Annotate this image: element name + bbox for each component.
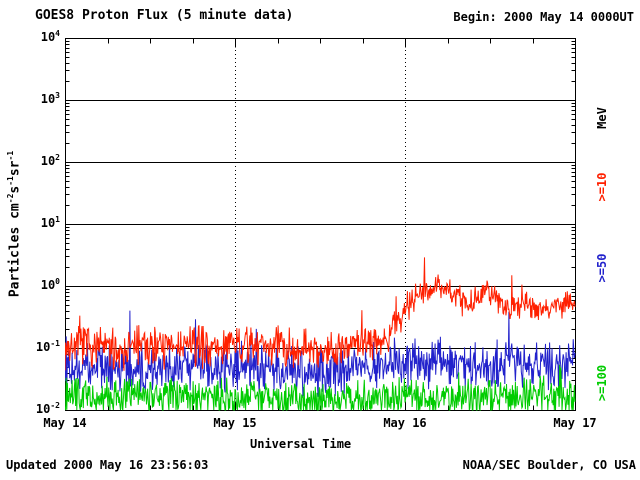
- begin-timestamp-label: Begin: 2000 May 14 0000UT: [453, 10, 634, 24]
- legend-item-ge10: >=10: [595, 172, 609, 202]
- y-axis-sup-3: -1: [6, 150, 15, 161]
- legend-item-ge100: >=100: [595, 364, 609, 402]
- y-tick-label: 100: [40, 277, 60, 292]
- legend-item-ge50: >=50: [595, 253, 609, 283]
- y-tick-label: 10-2: [35, 401, 60, 416]
- plot-area: [65, 38, 576, 411]
- right-axis-unit-label: MeV: [595, 107, 609, 129]
- credit-label: NOAA/SEC Boulder, CO USA: [462, 458, 636, 472]
- y-tick-label: 10-1: [35, 339, 60, 354]
- y-tick-label: 102: [40, 153, 60, 168]
- y-tick-label: 104: [40, 29, 60, 44]
- x-tick-label: May 17: [553, 416, 597, 430]
- x-tick-label: May 16: [383, 416, 427, 430]
- updated-timestamp: Updated 2000 May 16 23:56:03: [6, 458, 209, 472]
- y-tick-label: 103: [40, 91, 60, 106]
- x-tick-label: May 15: [213, 416, 257, 430]
- y-tick-label: 101: [40, 215, 60, 230]
- x-tick-label: May 14: [43, 416, 87, 430]
- y-axis-sup-2: -1: [6, 176, 15, 186]
- y-axis-sup-1: -2: [6, 193, 15, 204]
- x-axis-title: Universal Time: [250, 437, 352, 451]
- y-axis-title-text-2: s: [7, 185, 23, 194]
- chart-title: GOES8 Proton Flux (5 minute data): [35, 8, 294, 23]
